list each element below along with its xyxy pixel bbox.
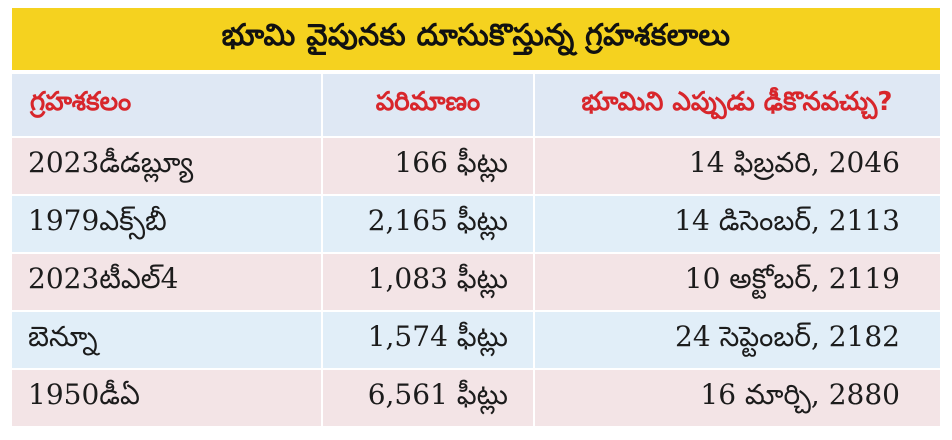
- asteroid-size-cell: 1,574 ఫీట్లు: [322, 312, 534, 368]
- column-divider: [321, 312, 323, 368]
- column-header-impact-date: భూమిని ఎప్పుడు ఢీకొనవచ్చు?: [581, 87, 893, 117]
- impact-date-cell: 10 అక్టోబర్, 2119: [534, 254, 940, 310]
- column-divider: [533, 254, 535, 310]
- column-divider: [533, 312, 535, 368]
- asteroid-size: 1,574 ఫీట్లు: [367, 320, 508, 353]
- impact-date: 14 ఫిబ్రవరి, 2046: [688, 146, 900, 179]
- impact-date: 24 సెప్టెంబర్, 2182: [675, 320, 900, 353]
- asteroid-name: 1950డీఏ: [28, 378, 140, 411]
- impact-date-cell: 16 మార్చి, 2880: [534, 370, 940, 426]
- column-header-size: పరిమాణం: [375, 87, 481, 117]
- column-divider: [321, 254, 323, 310]
- asteroid-size-cell: 2,165 ఫీట్లు: [322, 196, 534, 252]
- impact-date: 10 అక్టోబర్, 2119: [684, 262, 900, 295]
- asteroid-name: 2023టీఎల్4: [28, 262, 179, 295]
- column-divider: [321, 138, 323, 194]
- asteroid-name-cell: బెన్నూ: [12, 312, 322, 368]
- column-divider: [321, 196, 323, 252]
- column-divider: [533, 370, 535, 426]
- impact-date-cell: 24 సెప్టెంబర్, 2182: [534, 312, 940, 368]
- asteroid-size: 6,561 ఫీట్లు: [367, 378, 508, 411]
- header-cell-asteroid: గ్రహశకలం: [12, 74, 322, 136]
- table-row: బెన్నూ 1,574 ఫీట్లు 24 సెప్టెంబర్, 2182: [12, 312, 940, 368]
- asteroid-name-cell: 1979ఎక్స్‌బీ: [12, 196, 322, 252]
- asteroid-name: 2023డీడబ్ల్యూ: [28, 146, 194, 179]
- column-header-asteroid: గ్రహశకలం: [30, 87, 132, 117]
- asteroid-name-cell: 1950డీఏ: [12, 370, 322, 426]
- asteroid-table: గ్రహశకలం పరిమాణం భూమిని ఎప్పుడు ఢీకొనవచ్…: [12, 74, 940, 426]
- asteroid-size: 166 ఫీట్లు: [394, 146, 508, 179]
- asteroid-size-cell: 6,561 ఫీట్లు: [322, 370, 534, 426]
- asteroid-size-cell: 1,083 ఫీట్లు: [322, 254, 534, 310]
- header-cell-impact-date: భూమిని ఎప్పుడు ఢీకొనవచ్చు?: [534, 74, 940, 136]
- column-divider: [321, 370, 323, 426]
- column-divider: [533, 196, 535, 252]
- header-cell-size: పరిమాణం: [322, 74, 534, 136]
- impact-date-cell: 14 ఫిబ్రవరి, 2046: [534, 138, 940, 194]
- table-row: 1979ఎక్స్‌బీ 2,165 ఫీట్లు 14 డిసెంబర్, 2…: [12, 196, 940, 252]
- asteroid-size: 2,165 ఫీట్లు: [367, 204, 508, 237]
- column-divider: [533, 74, 535, 136]
- asteroid-name-cell: 2023టీఎల్4: [12, 254, 322, 310]
- page-title: భూమి వైపునకు దూసుకొస్తున్న గ్రహశకలాలు: [221, 18, 731, 53]
- table-header-row: గ్రహశకలం పరిమాణం భూమిని ఎప్పుడు ఢీకొనవచ్…: [12, 74, 940, 136]
- asteroid-size: 1,083 ఫీట్లు: [367, 262, 508, 295]
- column-divider: [533, 138, 535, 194]
- asteroid-name: బెన్నూ: [28, 320, 98, 353]
- impact-date-cell: 14 డిసెంబర్, 2113: [534, 196, 940, 252]
- impact-date: 14 డిసెంబర్, 2113: [674, 204, 900, 237]
- title-banner: భూమి వైపునకు దూసుకొస్తున్న గ్రహశకలాలు: [12, 8, 940, 70]
- column-divider: [321, 74, 323, 136]
- impact-date: 16 మార్చి, 2880: [700, 378, 900, 411]
- table-row: 2023టీఎల్4 1,083 ఫీట్లు 10 అక్టోబర్, 211…: [12, 254, 940, 310]
- asteroid-size-cell: 166 ఫీట్లు: [322, 138, 534, 194]
- asteroid-name: 1979ఎక్స్‌బీ: [28, 204, 167, 237]
- table-row: 1950డీఏ 6,561 ఫీట్లు 16 మార్చి, 2880: [12, 370, 940, 426]
- asteroid-name-cell: 2023డీడబ్ల్యూ: [12, 138, 322, 194]
- table-row: 2023డీడబ్ల్యూ 166 ఫీట్లు 14 ఫిబ్రవరి, 20…: [12, 138, 940, 194]
